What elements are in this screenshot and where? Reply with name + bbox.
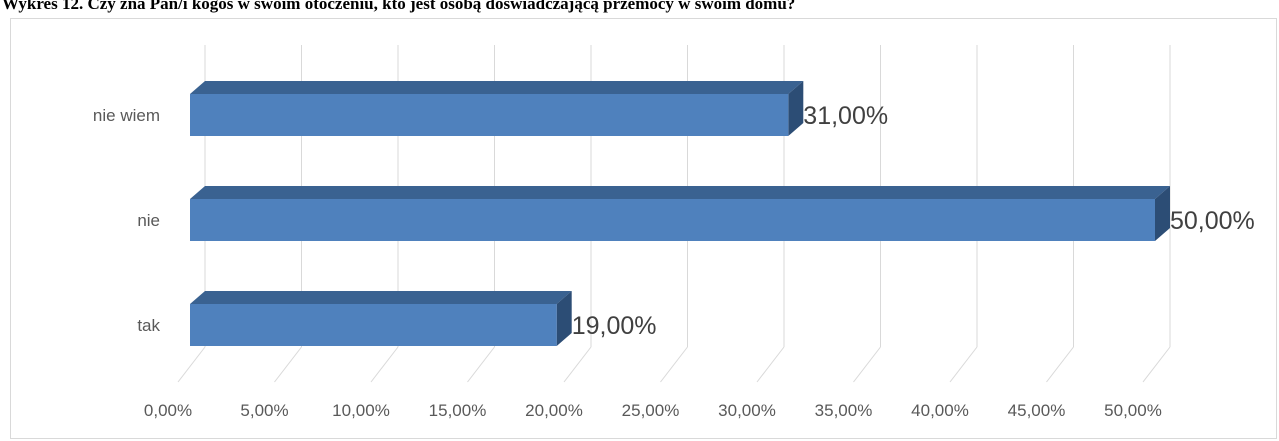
bar-top-face	[190, 291, 572, 304]
floor-gridline	[177, 346, 206, 383]
floor-gridline	[949, 346, 978, 383]
bar-side-face	[1155, 186, 1170, 241]
x-tick-label: 20,00%	[525, 401, 583, 420]
x-tick-label: 40,00%	[911, 401, 969, 420]
floor-gridline	[756, 346, 785, 383]
x-tick-label: 25,00%	[622, 401, 680, 420]
floor-gridline	[274, 346, 302, 383]
category-label: nie wiem	[93, 106, 160, 125]
floor-gridline	[1142, 346, 1171, 383]
bar-side-face	[788, 81, 804, 136]
bars	[190, 81, 1170, 346]
floor-gridline	[563, 346, 592, 383]
floor-gridline	[660, 346, 688, 383]
bar-top-face	[190, 186, 1170, 199]
x-tick-label: 5,00%	[240, 401, 288, 420]
floor-gridline	[370, 346, 399, 383]
x-tick-label: 15,00%	[429, 401, 487, 420]
x-tick-label: 35,00%	[815, 401, 873, 420]
x-tick-label: 45,00%	[1008, 401, 1066, 420]
x-tick-label: 30,00%	[718, 401, 776, 420]
bar-side-face	[556, 291, 572, 346]
x-tick-label: 10,00%	[332, 401, 390, 420]
data-label: 19,00%	[572, 312, 657, 340]
bar-top-face	[190, 81, 804, 94]
floor-gridline	[1046, 346, 1074, 383]
x-tick-label: 0,00%	[144, 401, 192, 420]
x-tick-label: 50,00%	[1104, 401, 1162, 420]
data-label: 50,00%	[1170, 207, 1255, 235]
labels: 0,00% 5,00% 10,00% 15,00% 20,00% 25,00% 30,00%…	[93, 102, 1255, 420]
floor-gridline	[467, 346, 495, 383]
chart-title: Wykres 12. Czy zna Pan/i kogoś w swoim o…	[2, 0, 796, 13]
category-label: nie	[137, 211, 160, 230]
data-label: 31,00%	[803, 102, 888, 130]
bar-tak	[190, 304, 557, 346]
floor-gridline	[853, 346, 881, 383]
bar-nie-wiem	[190, 94, 789, 136]
bar-nie	[190, 199, 1155, 241]
chart-area	[10, 18, 1277, 439]
category-label: tak	[137, 316, 160, 335]
